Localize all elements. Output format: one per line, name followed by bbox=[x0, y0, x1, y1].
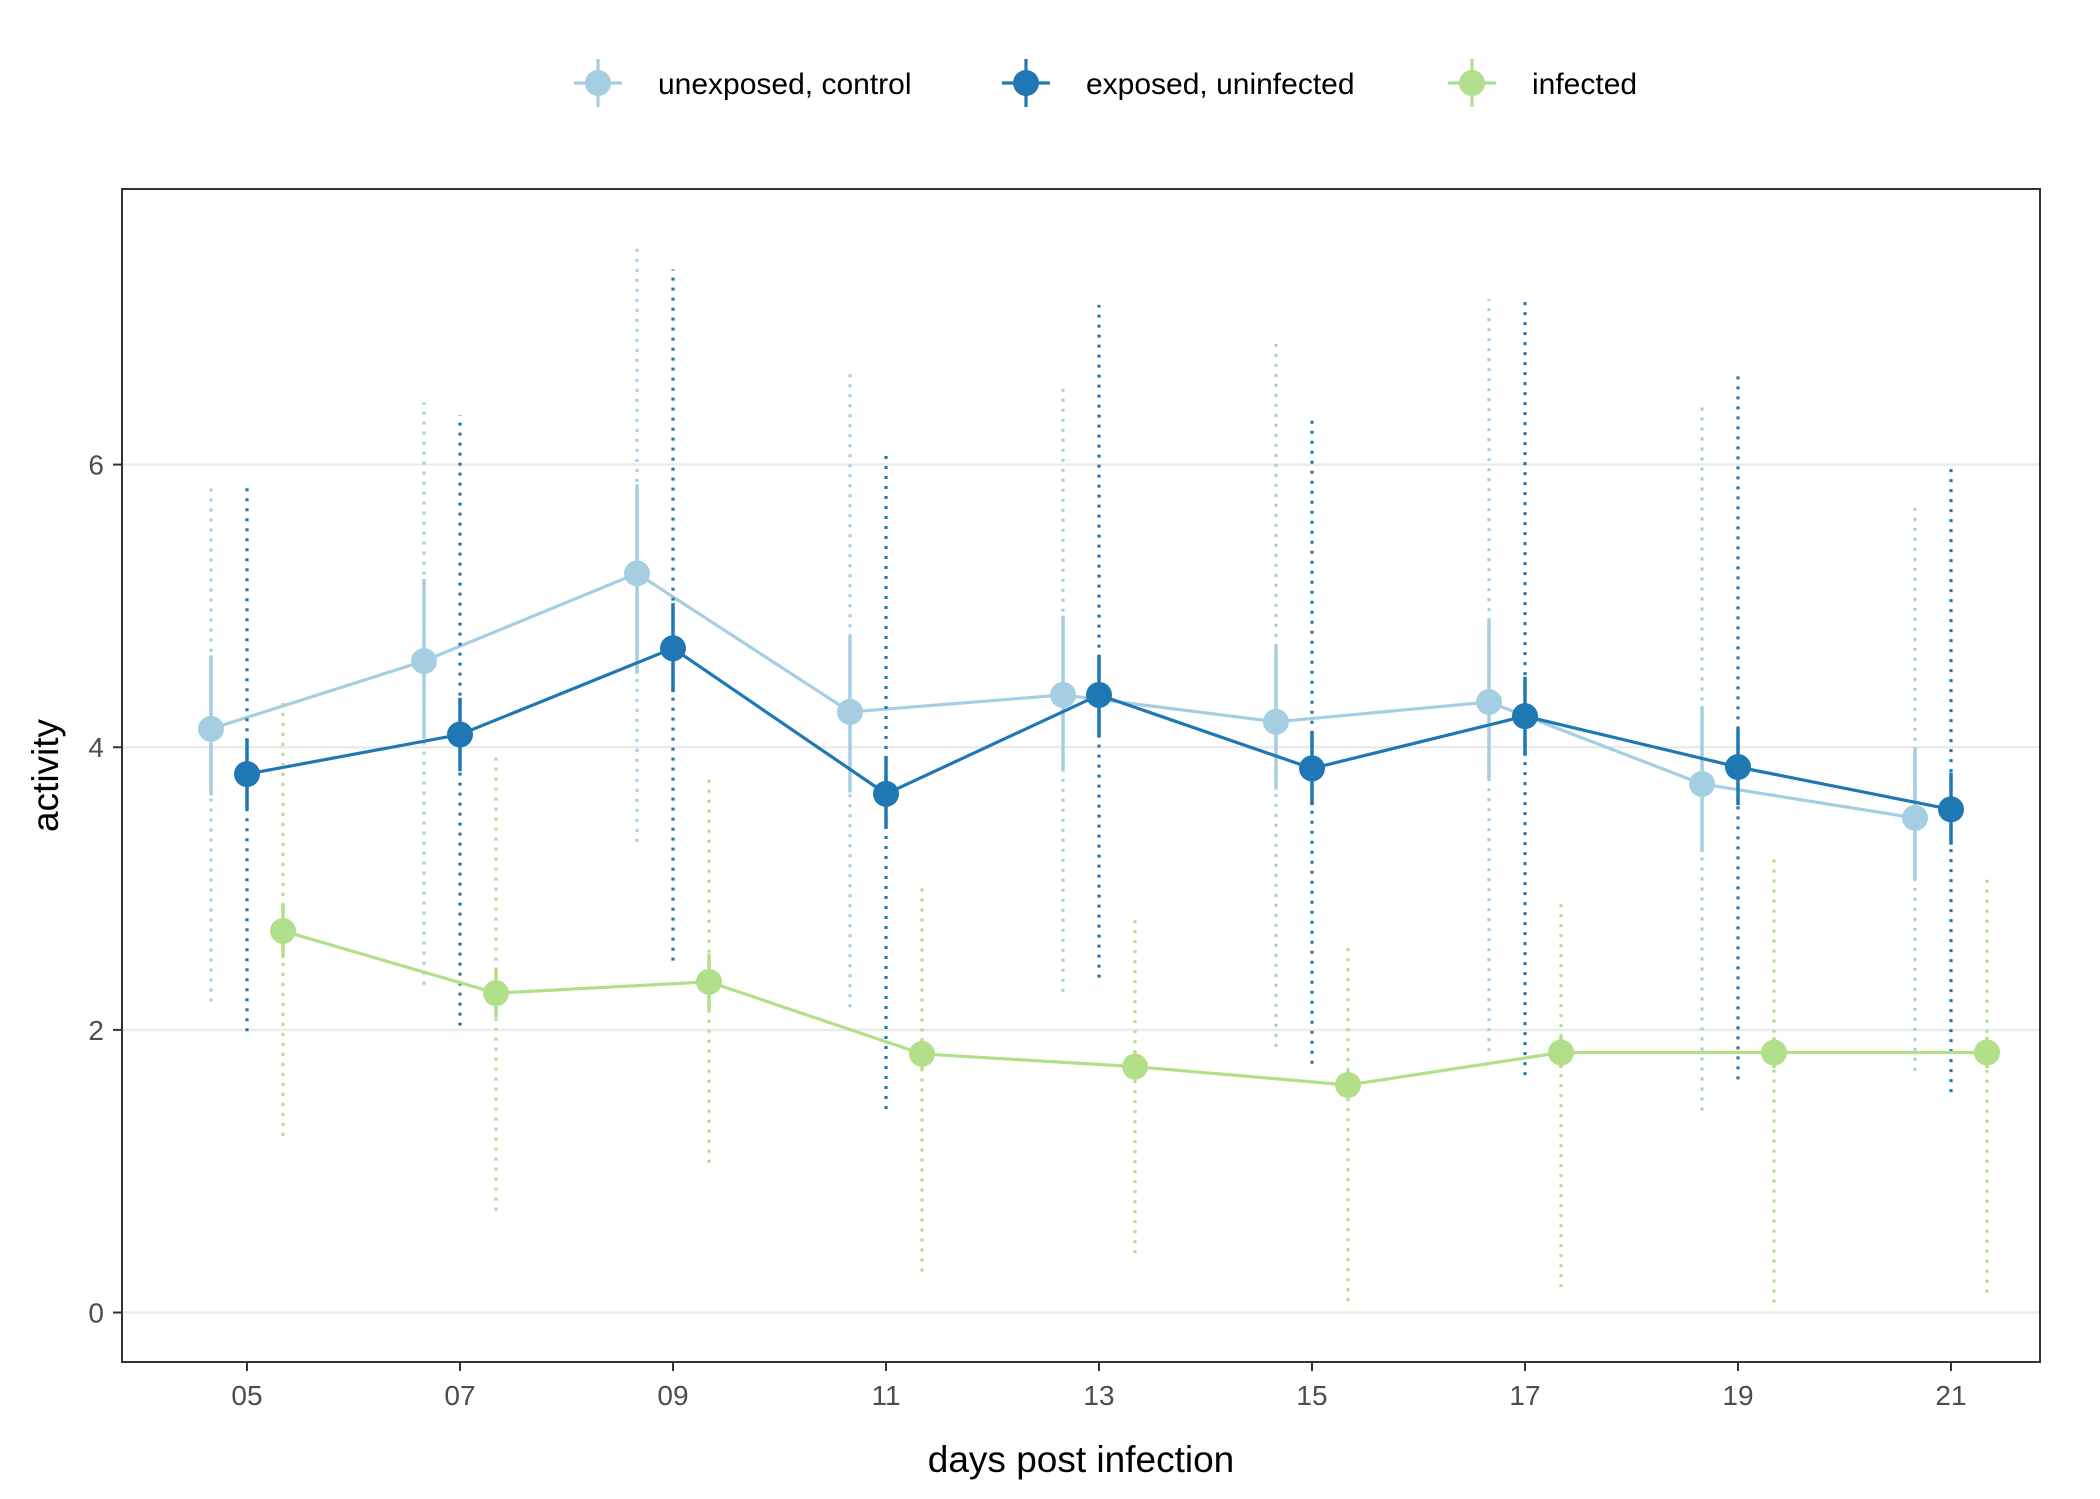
x-tick-label: 05 bbox=[231, 1380, 262, 1411]
data-point bbox=[873, 780, 899, 807]
data-point bbox=[1761, 1039, 1787, 1066]
data-point bbox=[1086, 681, 1112, 708]
series-unexposed-control bbox=[198, 246, 1928, 1111]
data-point bbox=[483, 980, 509, 1007]
legend-key-point bbox=[1013, 70, 1039, 96]
data-point bbox=[411, 648, 437, 675]
x-tick-label: 09 bbox=[657, 1380, 688, 1411]
data-point bbox=[1548, 1039, 1574, 1066]
data-point bbox=[1476, 689, 1502, 716]
y-tick-label: 4 bbox=[88, 732, 104, 763]
data-point bbox=[1050, 681, 1076, 708]
legend-item: exposed, uninfected bbox=[1002, 59, 1355, 107]
legend-key-point bbox=[1459, 70, 1485, 96]
data-point bbox=[1902, 804, 1928, 831]
data-point bbox=[660, 635, 686, 662]
data-point bbox=[234, 761, 260, 788]
data-point bbox=[1725, 754, 1751, 781]
y-tick-label: 0 bbox=[88, 1298, 104, 1329]
series-exposed-uninfected bbox=[234, 269, 1964, 1110]
data-point bbox=[1974, 1039, 2000, 1066]
y-tick-label: 6 bbox=[88, 450, 104, 481]
x-tick-label: 11 bbox=[871, 1380, 900, 1411]
y-tick-label: 2 bbox=[88, 1015, 104, 1046]
x-axis-title: days post infection bbox=[928, 1439, 1234, 1480]
x-tick-label: 13 bbox=[1083, 1380, 1114, 1411]
legend-label: unexposed, control bbox=[658, 68, 912, 101]
legend-item: infected bbox=[1448, 59, 1637, 107]
data-point bbox=[909, 1040, 935, 1067]
data-point bbox=[1122, 1053, 1148, 1080]
series-infected bbox=[270, 699, 2000, 1303]
data-point bbox=[1938, 796, 1964, 823]
data-point bbox=[270, 917, 296, 944]
legend-label: exposed, uninfected bbox=[1086, 68, 1355, 101]
x-tick-label: 19 bbox=[1722, 1380, 1753, 1411]
x-tick-label: 15 bbox=[1296, 1380, 1327, 1411]
data-point bbox=[624, 560, 650, 587]
data-point bbox=[1263, 708, 1289, 735]
legend-key-point bbox=[585, 70, 611, 96]
legend-item: unexposed, control bbox=[574, 59, 912, 107]
legend-label: infected bbox=[1532, 68, 1637, 101]
data-point bbox=[1512, 703, 1538, 730]
data-point bbox=[1299, 755, 1325, 782]
data-point bbox=[696, 968, 722, 995]
y-axis-title: activity bbox=[25, 718, 66, 832]
x-tick-label: 21 bbox=[1935, 1380, 1966, 1411]
x-tick-label: 07 bbox=[444, 1380, 475, 1411]
plot-panel: 0 2 4 6 05 07 09 11 13 15 17 19 21 bbox=[88, 188, 2041, 1411]
panel-border bbox=[121, 188, 2041, 1363]
data-point bbox=[1335, 1072, 1361, 1099]
data-point bbox=[447, 721, 473, 748]
x-tick-label: 17 bbox=[1509, 1380, 1540, 1411]
legend: unexposed, control exposed, uninfected inf… bbox=[574, 59, 1637, 107]
data-point bbox=[198, 715, 224, 742]
data-point bbox=[837, 698, 863, 725]
data-point bbox=[1689, 770, 1715, 797]
